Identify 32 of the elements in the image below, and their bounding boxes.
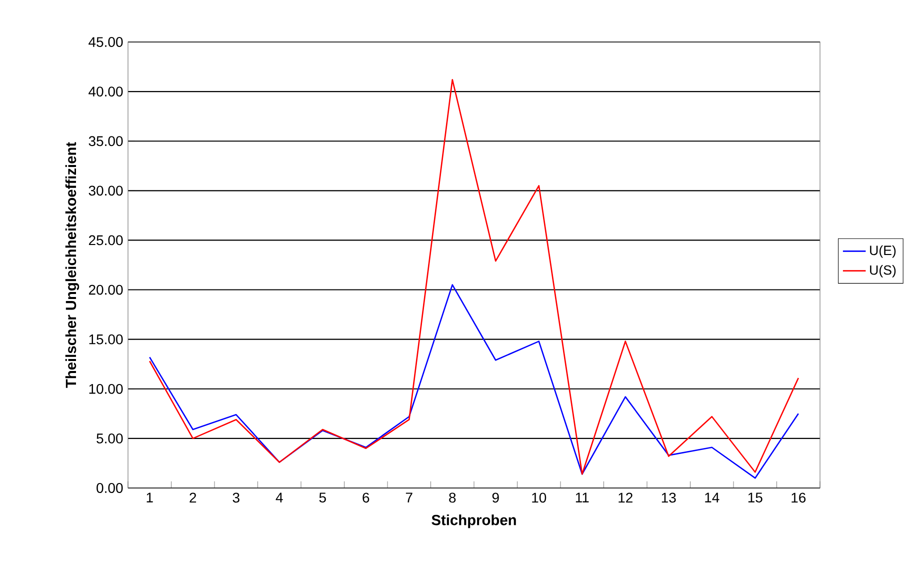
- legend-label: U(E): [870, 245, 896, 258]
- x-tick-label: 13: [662, 492, 676, 503]
- x-tick-label: 2: [190, 492, 196, 502]
- x-tick-label: 5: [319, 492, 326, 502]
- x-tick-label: 11: [576, 492, 589, 502]
- y-tick-label: 20.00: [88, 284, 123, 295]
- y-tick-label: 15.00: [89, 334, 123, 344]
- x-tick-label: 7: [406, 492, 412, 502]
- x-axis-title: Stichproben: [432, 514, 516, 528]
- x-tick-label: 9: [492, 492, 499, 503]
- x-tick-label: 16: [792, 492, 806, 503]
- x-tick-label: 4: [276, 492, 283, 502]
- x-tick-label: 6: [362, 492, 370, 503]
- legend-label: U(S): [870, 264, 896, 278]
- y-tick-label: 25.00: [88, 235, 123, 246]
- y-tick-label: 30.00: [88, 186, 123, 196]
- line-series: [148, 284, 800, 479]
- x-tick-label: 15: [748, 492, 762, 502]
- line-series: [148, 78, 800, 475]
- x-tick-label: 14: [705, 492, 720, 502]
- y-tick-label: 45.00: [88, 37, 123, 47]
- x-tick-label: 10: [532, 492, 546, 503]
- y-tick-label: 40.00: [88, 86, 123, 97]
- y-tick-label: 35.00: [88, 136, 123, 146]
- x-tick-label: 8: [449, 492, 456, 503]
- y-tick-label: 10.00: [89, 384, 123, 394]
- x-tick-label: 1: [146, 492, 153, 502]
- x-tick-label: 3: [232, 492, 240, 503]
- x-tick-label: 12: [618, 492, 632, 502]
- y-tick-label: 0.00: [96, 483, 123, 493]
- y-tick-label: 5.00: [96, 433, 123, 444]
- y-axis-title: Theilscher Ungleichheitskoeffizient: [65, 142, 80, 388]
